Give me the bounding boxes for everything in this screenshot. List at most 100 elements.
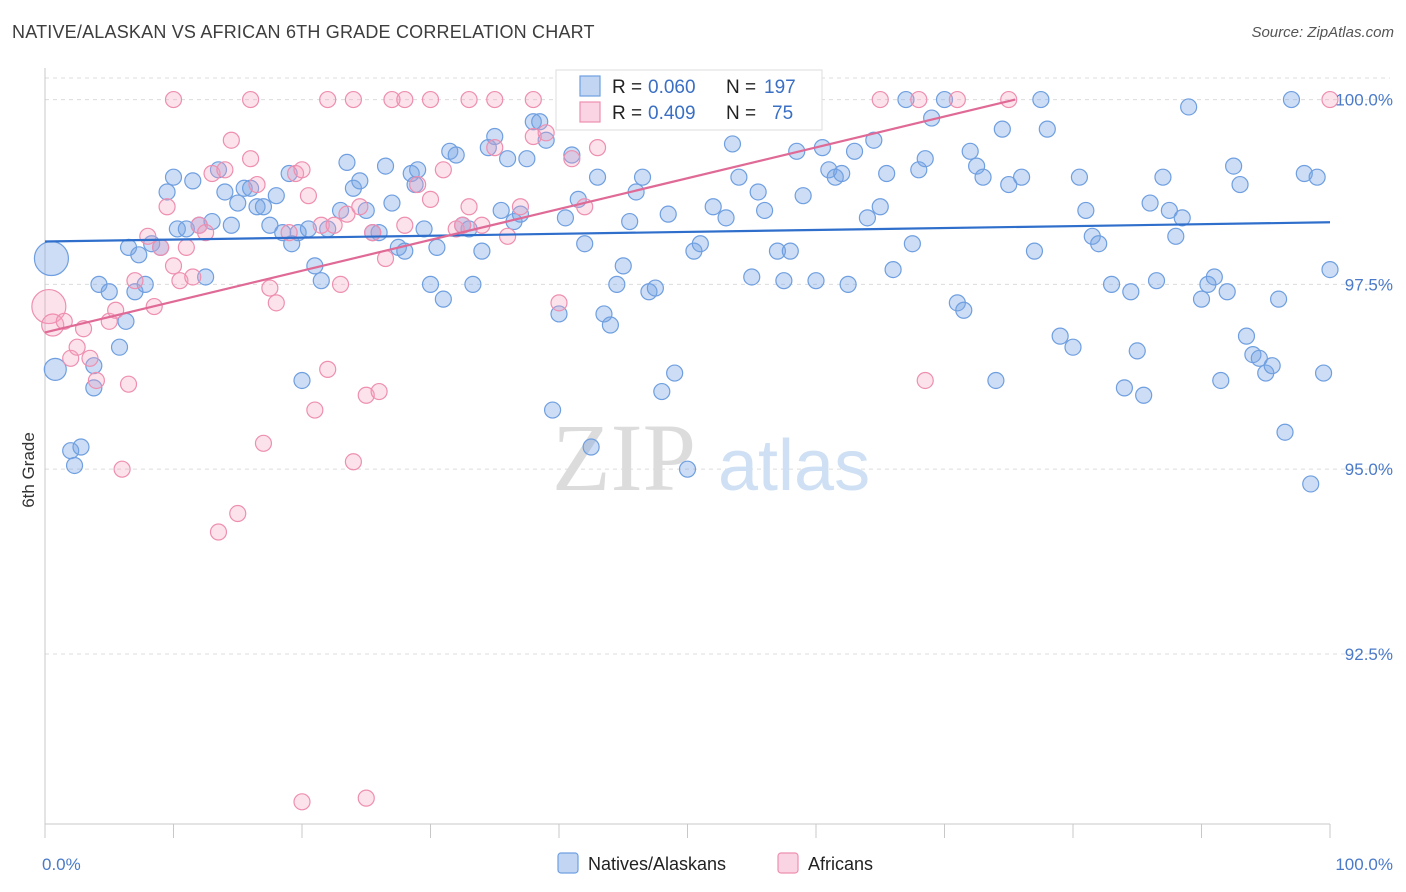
point-africans [910, 90, 928, 109]
point-africans [280, 224, 298, 242]
stats-r-label-1: R = [612, 77, 642, 98]
point-africans [344, 453, 362, 471]
point-natives [987, 371, 1005, 390]
point-africans [55, 312, 73, 330]
point-natives [492, 201, 510, 220]
stats-n-value-2: 75 [772, 103, 793, 124]
point-natives [184, 172, 202, 190]
point-africans [119, 375, 138, 393]
point-natives [659, 205, 677, 223]
point-natives [1180, 98, 1198, 116]
watermark-atlas: atlas [718, 426, 870, 506]
point-africans [325, 216, 343, 234]
point-natives [704, 198, 722, 216]
point-africans [41, 313, 65, 337]
point-africans [242, 90, 260, 109]
point-natives [1225, 157, 1243, 175]
point-natives [588, 168, 607, 186]
point-africans [216, 161, 234, 179]
point-africans [331, 275, 350, 293]
point-natives [1122, 283, 1140, 301]
y-tick-label: 97.5% [1345, 275, 1393, 294]
point-natives [865, 131, 883, 149]
point-natives [447, 146, 465, 164]
point-natives [543, 401, 562, 419]
point-natives [1038, 120, 1056, 138]
point-natives [717, 209, 735, 227]
point-africans [293, 793, 311, 811]
point-natives [524, 113, 542, 131]
point-africans [916, 371, 934, 390]
point-natives [871, 198, 889, 216]
point-natives [1321, 260, 1339, 279]
point-africans [486, 139, 504, 157]
point-natives [556, 209, 575, 227]
stats-n-label-2: N = [726, 103, 756, 124]
point-africans [524, 90, 542, 109]
x-tick-label-max: 100.0% [1335, 855, 1393, 874]
point-africans [261, 279, 279, 297]
point-natives [878, 164, 896, 183]
point-natives [130, 246, 148, 264]
point-africans [344, 90, 362, 109]
trend-lines [44, 98, 1331, 334]
point-natives [421, 275, 440, 293]
point-natives [1314, 364, 1333, 382]
point-natives [1090, 235, 1108, 253]
point-natives [1263, 357, 1281, 375]
point-africans [409, 175, 427, 194]
point-natives [897, 90, 915, 109]
stats-n-value-1: 197 [764, 77, 796, 98]
point-natives [935, 90, 954, 109]
point-africans [248, 175, 266, 194]
legend: Natives/Alaskans Africans [557, 852, 873, 874]
point-natives [961, 142, 979, 160]
point-natives [1295, 164, 1313, 183]
point-natives [197, 268, 215, 286]
point-natives [845, 142, 864, 160]
point-natives [409, 161, 427, 179]
point-natives [916, 150, 934, 168]
point-natives [582, 438, 600, 456]
point-africans [164, 257, 183, 275]
point-africans [524, 127, 542, 146]
point-natives [1102, 275, 1121, 293]
point-natives [1032, 90, 1050, 109]
point-natives [1012, 168, 1031, 186]
point-natives [1205, 268, 1223, 286]
point-natives [1070, 168, 1089, 186]
point-africans [87, 371, 106, 390]
point-natives [1192, 290, 1211, 308]
point-africans [242, 150, 260, 168]
x-tick-label-min: 0.0% [42, 855, 81, 874]
point-africans [550, 294, 568, 312]
point-natives [1064, 338, 1082, 356]
trendline-natives [44, 221, 1331, 243]
point-africans [421, 90, 440, 109]
point-africans [293, 161, 311, 179]
point-natives [678, 460, 697, 478]
point-natives [293, 371, 311, 390]
point-natives [955, 301, 973, 319]
point-natives [229, 194, 247, 212]
point-natives [993, 120, 1011, 138]
point-africans [68, 338, 86, 356]
point-natives [1218, 283, 1236, 301]
point-africans [299, 187, 318, 205]
point-africans [338, 205, 356, 223]
point-africans [126, 272, 144, 290]
point-natives [1051, 327, 1069, 345]
point-natives [1250, 349, 1268, 367]
point-africans [357, 789, 375, 807]
point-natives [43, 357, 67, 381]
point-natives [1308, 168, 1326, 186]
point-natives [383, 194, 401, 212]
y-tick-label: 95.0% [1345, 460, 1393, 479]
point-natives [280, 164, 298, 183]
point-natives [775, 272, 793, 290]
point-natives [65, 456, 84, 475]
point-natives [338, 153, 356, 172]
point-natives [216, 183, 234, 201]
point-africans [267, 294, 285, 312]
